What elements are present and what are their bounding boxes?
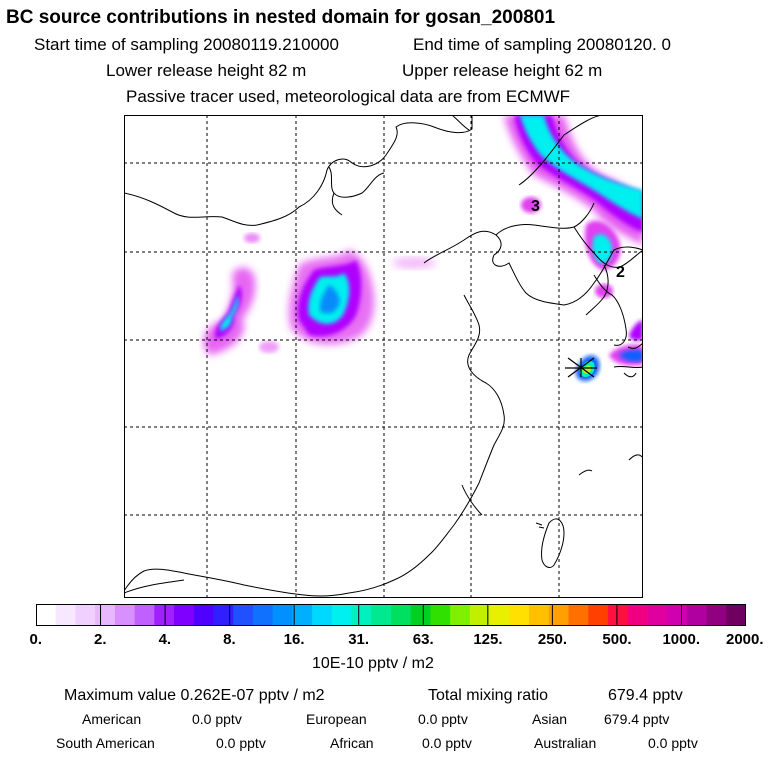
lower-release-label: Lower release height 82 m [106, 61, 307, 80]
region-australian-value: 0.0 pptv [648, 735, 698, 751]
release-heights: Lower release height 82 m Upper release … [106, 61, 602, 80]
colorbar-tick-label: 8. [223, 631, 236, 648]
total-mixing-label: Total mixing ratio [428, 687, 549, 704]
colorbar-cell [726, 604, 746, 626]
colorbar-tick-label: 1000. [662, 631, 700, 648]
summary-max-row: Maximum value 0.262E-07 pptv / m2 Total … [64, 687, 683, 704]
colorbar-cell [568, 604, 589, 626]
region-american-name: American [82, 711, 142, 727]
region-south-american-value: 0.0 pptv [216, 735, 266, 751]
colorbar-cell [75, 604, 96, 626]
plume-west [203, 233, 279, 355]
sampling-times: Start time of sampling 20080119.210000 E… [34, 35, 671, 54]
map-label-3: 3 [531, 198, 540, 215]
colorbar-cell [627, 604, 648, 626]
max-value-label: Maximum value 0.262E-07 pptv / m2 [64, 687, 325, 704]
start-time-label: Start time of sampling 20080119.210000 [34, 35, 339, 54]
colorbar-cell [252, 604, 274, 626]
colorbar-cell [548, 604, 569, 626]
map-grid [124, 115, 643, 598]
colorbar-cell [430, 604, 451, 626]
colorbar-cell [489, 604, 510, 626]
colorbar-cell [686, 604, 708, 626]
colorbar-tick-label: 2. [94, 631, 107, 648]
colorbar-tick-label: 16. [283, 631, 305, 648]
colorbar-tick-label: 31. [348, 631, 370, 648]
colorbar-cell [371, 604, 392, 626]
colorbar-tick-label: 250. [537, 631, 568, 648]
map-frame [124, 115, 643, 598]
upper-release-label: Upper release height 62 m [402, 61, 603, 80]
colorbar-cell [529, 604, 550, 626]
colorbar-cell [607, 604, 629, 626]
plume-central [289, 250, 436, 345]
colorbar-tick-label: 125. [473, 631, 503, 648]
colorbar-tick-label: 2000. [726, 631, 764, 648]
colorbar-cell [193, 604, 214, 626]
page-title: BC source contributions in nested domain… [6, 7, 556, 28]
region-asian-name: Asian [532, 711, 568, 727]
colorbar-cell [213, 604, 234, 626]
colorbar-cell [312, 604, 333, 626]
colorbar-cell [272, 604, 293, 626]
region-south-american-name: South American [56, 735, 155, 751]
colorbar-cell [233, 604, 254, 626]
colorbar-cell [469, 604, 491, 626]
colorbar-tick-label: 0. [29, 631, 43, 648]
colorbar-cell [667, 604, 688, 626]
colorbar-cell [509, 604, 530, 626]
colorbar-cell [588, 604, 609, 626]
colorbar-cell [647, 604, 668, 626]
region-asian-value: 679.4 pptv [604, 711, 670, 727]
colorbar-cell [391, 604, 412, 626]
colorbar-unit: 10E-10 pptv / m2 [312, 655, 434, 672]
region-african-name: African [330, 735, 374, 751]
colorbar-cell [351, 604, 372, 626]
colorbar-cell [55, 604, 76, 626]
region-australian-name: Australian [534, 735, 597, 751]
colorbar-cell [114, 604, 136, 626]
colorbar-cell [331, 604, 353, 626]
region-european-value: 0.0 pptv [418, 711, 468, 727]
map-label-2: 2 [616, 264, 625, 281]
tracer-note: Passive tracer used, meteorological data… [126, 87, 571, 106]
contribution-map: 3 2 [124, 115, 643, 598]
colorbar-cell [36, 604, 57, 626]
colorbar-cell [410, 604, 431, 626]
region-american-value: 0.0 pptv [192, 711, 242, 727]
colorbar-cell [174, 604, 195, 626]
colorbar-cell [292, 604, 313, 626]
total-mixing-value: 679.4 pptv [608, 687, 683, 704]
receptor-marker [565, 357, 597, 378]
colorbar-cell [706, 604, 727, 626]
colorbar-tick-label: 4. [158, 631, 172, 648]
plume-northeast [504, 115, 643, 366]
colorbar-tick-label: 63. [412, 631, 434, 648]
colorbar-cell [450, 604, 471, 626]
region-african-value: 0.0 pptv [422, 735, 472, 751]
end-time-label: End time of sampling 20080120. 0 [413, 35, 672, 54]
region-european-name: European [306, 711, 367, 727]
colorbar [36, 604, 746, 626]
colorbar-cell [95, 604, 116, 626]
colorbar-cell [134, 604, 155, 626]
colorbar-tick-label: 500. [602, 631, 632, 648]
colorbar-frame [36, 604, 746, 626]
colorbar-cell [154, 604, 175, 626]
coastlines [124, 115, 643, 597]
